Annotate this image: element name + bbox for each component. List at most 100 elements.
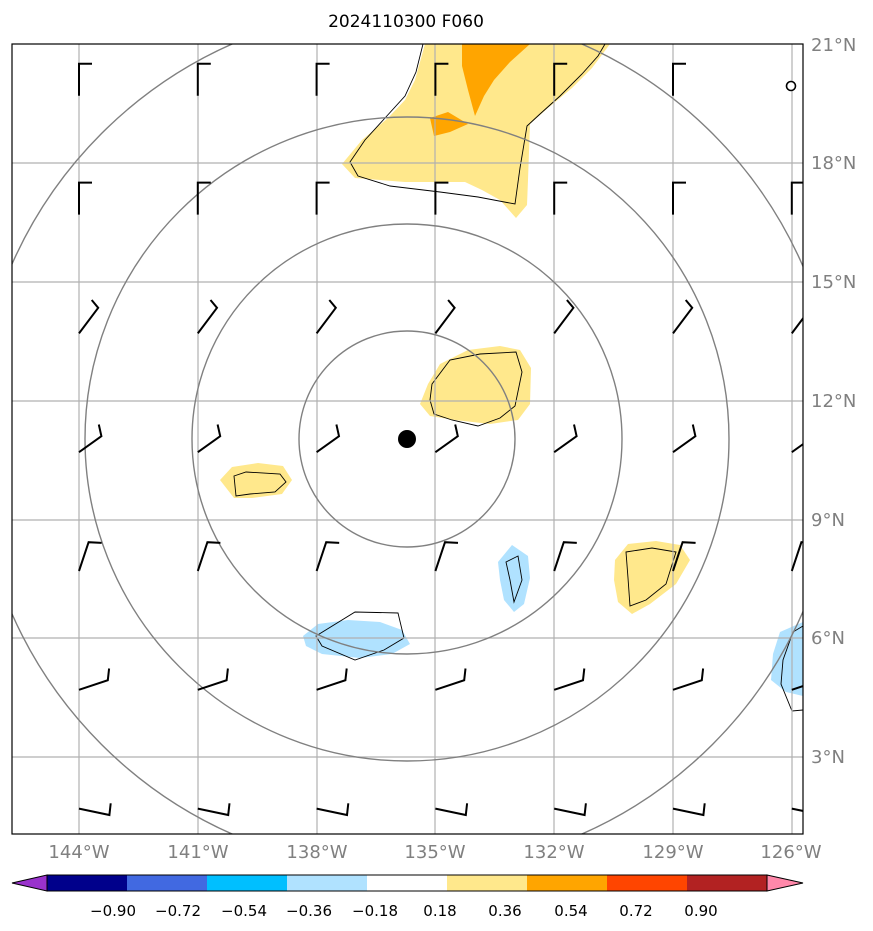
- lat-tick-label: 15°N: [811, 272, 856, 293]
- wind-barb: [78, 803, 112, 817]
- lon-tick-label: 129°W: [642, 842, 703, 863]
- colorbar-box: [47, 875, 128, 891]
- lon-tick-label: 144°W: [48, 842, 109, 863]
- range-ring: [191, 223, 623, 655]
- wind-barb: [672, 668, 705, 691]
- negative-anomaly-region: [303, 620, 410, 658]
- wind-barb: [791, 442, 803, 454]
- wind-barb: [78, 181, 92, 215]
- wind-barb: [672, 299, 694, 334]
- wind-barb: [435, 668, 467, 691]
- wind-barb: [553, 668, 586, 691]
- lat-tick-label: 18°N: [811, 153, 856, 174]
- colorbar-label: −0.72: [155, 902, 201, 920]
- lat-tick-label: 6°N: [811, 628, 845, 649]
- wind-barb: [316, 424, 341, 454]
- colorbar-box: [367, 875, 448, 891]
- colorbar-box: [287, 875, 368, 891]
- wind-barb: [78, 424, 103, 454]
- latitude-labels: 3°N 6°N 9°N 12°N 15°N 18°N 21°N: [811, 35, 856, 768]
- longitude-labels: 144°W 141°W 138°W 135°W 132°W 129°W 126°…: [48, 842, 821, 863]
- lon-tick-label: 141°W: [167, 842, 228, 863]
- wind-barb: [791, 807, 803, 812]
- colorbar-label: 0.90: [684, 902, 717, 920]
- colorbar-label: −0.36: [286, 902, 332, 920]
- wind-barb: [197, 668, 229, 691]
- wind-barb: [553, 424, 578, 454]
- colorbar-labels: −0.90 −0.72 −0.54 −0.36 −0.18 0.18 0.36 …: [90, 902, 718, 920]
- colorbar-box: [607, 875, 688, 891]
- wind-barb: [196, 181, 211, 215]
- wind-barb: [553, 181, 568, 215]
- wind-barb: [315, 541, 340, 572]
- colorbar-label: 0.72: [619, 902, 652, 920]
- colorbar: [11, 874, 804, 892]
- wind-barb: [672, 541, 696, 572]
- wind-barb: [434, 541, 459, 572]
- contour-line: [349, 44, 606, 205]
- negative-anomaly-region: [771, 622, 803, 696]
- wind-barb: [553, 299, 575, 334]
- colorbar-outline: [46, 874, 768, 892]
- wind-barb: [672, 62, 686, 96]
- colorbar-extend-low: [11, 874, 48, 892]
- colorbar-label: 0.36: [488, 902, 521, 920]
- wind-barb: [315, 299, 338, 334]
- calm-wind-marker: [785, 80, 797, 92]
- colorbar-box: [207, 875, 288, 891]
- wind-barb: [553, 62, 568, 96]
- wind-barb: [791, 685, 803, 691]
- range-ring: [298, 330, 516, 548]
- wind-barb: [553, 541, 577, 572]
- contour-line: [505, 555, 523, 604]
- wind-barb: [434, 181, 449, 215]
- wind-barb: [790, 181, 803, 215]
- wind-barb: [78, 541, 102, 572]
- storm-center-marker: [398, 430, 416, 448]
- lat-tick-label: 3°N: [811, 747, 845, 768]
- map-panel: [12, 44, 803, 834]
- positive-anomaly-region: [420, 346, 531, 424]
- colorbar-box: [687, 875, 768, 891]
- colorbar-box: [527, 875, 608, 891]
- wind-barb: [315, 181, 330, 215]
- wind-barb: [434, 62, 449, 96]
- wind-barb: [78, 668, 111, 691]
- wind-barb: [197, 299, 219, 334]
- lon-tick-label: 135°W: [404, 842, 465, 863]
- colorbar-label: −0.54: [221, 902, 267, 920]
- colorbar-extend-high: [766, 874, 804, 892]
- wind-barb: [197, 424, 222, 454]
- positive-anomaly-region: [220, 463, 292, 498]
- wind-barb: [316, 803, 350, 817]
- wind-barb: [196, 541, 221, 572]
- range-ring: [84, 116, 730, 762]
- gridlines: [12, 44, 803, 834]
- contour-line: [315, 611, 405, 661]
- wind-barb: [672, 803, 706, 817]
- wind-barb: [672, 181, 686, 215]
- wind-barb: [316, 668, 348, 691]
- wind-barb: [553, 803, 587, 817]
- positive-anomaly-region: [342, 44, 610, 218]
- contour-line: [625, 547, 677, 607]
- wind-barb: [434, 424, 459, 454]
- positive-anomaly-region: [614, 541, 690, 614]
- wind-barb: [78, 299, 100, 334]
- orange-anomaly-region: [462, 44, 530, 116]
- colorbar-label: −0.90: [90, 902, 136, 920]
- colorbar-label: 0.18: [423, 902, 456, 920]
- colorbar-label: 0.54: [554, 902, 587, 920]
- lat-tick-label: 12°N: [811, 391, 856, 412]
- colorbar-box: [447, 875, 528, 891]
- lat-tick-label: 9°N: [811, 510, 845, 531]
- lat-tick-label: 21°N: [811, 35, 856, 56]
- wind-barb: [315, 62, 330, 96]
- wind-barb: [196, 62, 211, 96]
- lon-tick-label: 126°W: [760, 842, 821, 863]
- contour-line: [233, 471, 287, 497]
- wind-barbs: [78, 62, 803, 817]
- wind-barb: [435, 803, 469, 817]
- colorbar-label: −0.18: [352, 902, 398, 920]
